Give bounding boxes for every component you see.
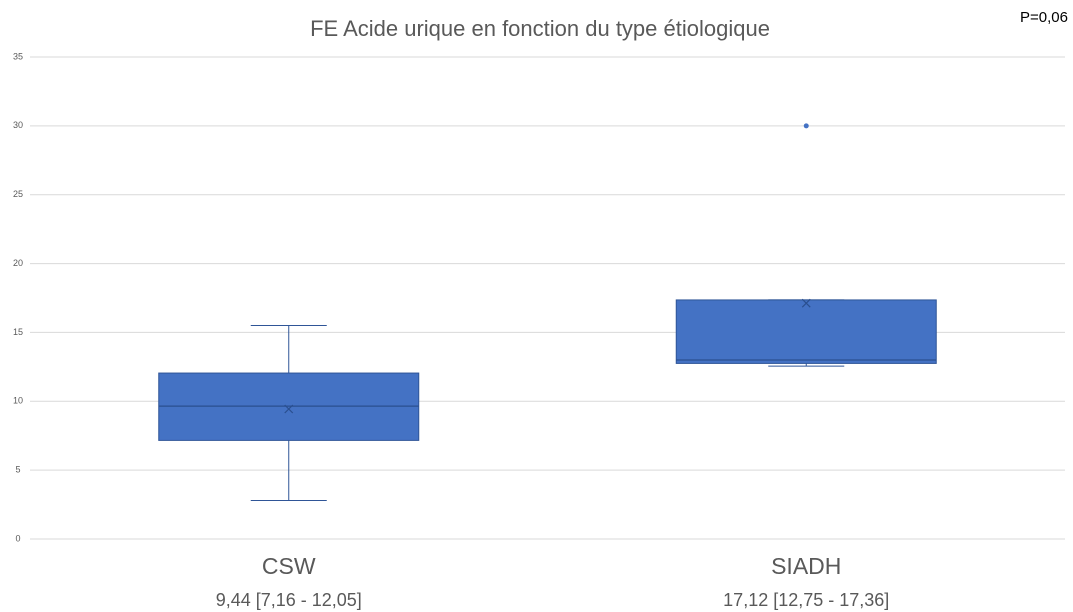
y-tick-label: 35 [13, 51, 23, 61]
y-tick-label: 0 [15, 533, 20, 543]
x-tick-label: CSW [262, 553, 316, 579]
y-tick-label: 20 [13, 258, 23, 268]
y-tick-label: 10 [13, 396, 23, 406]
box [158, 372, 420, 441]
y-tick-label: 25 [13, 189, 23, 199]
mean-marker [284, 404, 294, 414]
y-tick-label: 30 [13, 120, 23, 130]
box [675, 299, 937, 364]
y-tick-label: 15 [13, 327, 23, 337]
y-tick-label: 5 [15, 465, 20, 475]
outlier [803, 123, 809, 129]
x-tick-label: SIADH [771, 553, 841, 579]
category-note: 9,44 [7,16 - 12,05] [216, 590, 362, 610]
chart-title: FE Acide urique en fonction du type étio… [310, 16, 770, 41]
category-note: 17,12 [12,75 - 17,36] [723, 590, 889, 610]
mean-marker [801, 298, 811, 308]
p-value: P=0,06 [1020, 9, 1068, 26]
